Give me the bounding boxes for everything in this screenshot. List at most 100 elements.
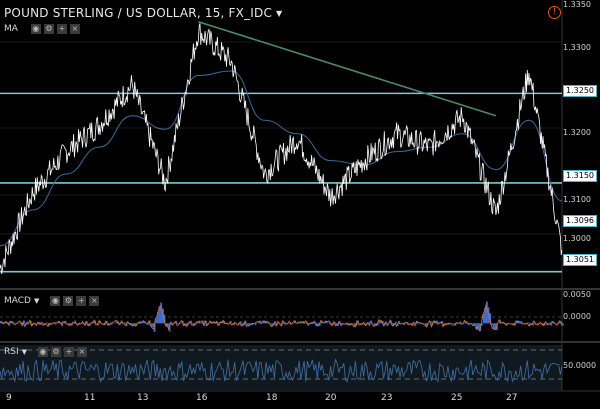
- macd-bar: [424, 323, 427, 326]
- time-axis-label[interactable]: 13: [137, 393, 149, 403]
- macd-bar: [482, 313, 485, 324]
- macd-bar: [385, 321, 387, 324]
- macd-bar: [155, 318, 158, 324]
- macd-bar: [43, 323, 45, 325]
- macd-bar: [317, 323, 320, 326]
- macd-bar: [150, 323, 153, 327]
- add-icon[interactable]: +: [56, 24, 67, 34]
- macd-bar: [527, 322, 530, 324]
- macd-bar: [256, 322, 258, 324]
- macd-bar: [464, 321, 467, 324]
- macd-bar: [241, 323, 244, 327]
- price-line[interactable]: [0, 23, 563, 274]
- macd-bar: [233, 323, 235, 326]
- macd-bar: [476, 323, 478, 330]
- warning-icon[interactable]: !: [548, 6, 561, 19]
- macd-bar: [143, 322, 146, 324]
- macd-bar: [251, 323, 253, 326]
- macd-axis-label[interactable]: 0.0000: [563, 312, 591, 321]
- time-axis-label[interactable]: 27: [506, 393, 518, 403]
- time-axis-label[interactable]: 23: [381, 393, 393, 403]
- macd-axis-label[interactable]: 0.0050: [563, 290, 591, 299]
- macd-bar: [447, 323, 450, 325]
- macd-bar: [120, 320, 123, 324]
- macd-bar: [358, 323, 361, 325]
- rsi-line[interactable]: [0, 358, 563, 383]
- symbol-title-text[interactable]: POUND STERLING / US DOLLAR, 15, FX_IDC: [4, 6, 273, 20]
- macd-bar: [514, 323, 516, 326]
- macd-bar: [130, 323, 133, 325]
- macd-bar: [86, 321, 88, 324]
- add-icon[interactable]: +: [64, 347, 75, 357]
- macd-bar: [76, 323, 78, 324]
- close-icon[interactable]: ×: [89, 296, 100, 306]
- macd-bar: [381, 320, 384, 324]
- time-axis-label[interactable]: 16: [196, 393, 208, 403]
- price-axis-label[interactable]: 1.3350: [563, 0, 591, 9]
- macd-bar: [6, 322, 9, 324]
- rsi-pane-bg[interactable]: [0, 345, 562, 390]
- time-axis-label[interactable]: 25: [451, 393, 463, 403]
- rsi-axis-label[interactable]: 50.0000: [563, 361, 597, 370]
- level-label-1-3051[interactable]: 1.3051: [563, 254, 597, 266]
- macd-bar: [452, 323, 455, 325]
- level-label-1-3150[interactable]: 1.3150: [563, 170, 597, 182]
- settings-icon[interactable]: ⚙: [63, 296, 74, 306]
- last-price-label[interactable]: 1.3096: [563, 215, 597, 227]
- eye-icon[interactable]: ◉: [38, 347, 49, 357]
- macd-bar: [87, 323, 90, 327]
- chevron-down-icon[interactable]: ▼: [33, 297, 40, 305]
- macd-bar: [128, 323, 131, 326]
- price-pane-bg[interactable]: [0, 0, 562, 288]
- chevron-down-icon[interactable]: ▼: [276, 9, 283, 18]
- macd-bar: [451, 323, 454, 324]
- macd-bar: [176, 323, 179, 325]
- rsi-label: RSI: [4, 347, 19, 357]
- chevron-down-icon[interactable]: ▼: [21, 348, 28, 356]
- macd-bar: [319, 323, 321, 326]
- ma-line[interactable]: [0, 70, 563, 247]
- time-axis-label[interactable]: 20: [325, 393, 337, 403]
- eye-icon[interactable]: ◉: [30, 24, 41, 34]
- close-icon[interactable]: ×: [77, 347, 88, 357]
- macd-bar: [124, 322, 126, 324]
- macd-bar: [560, 321, 563, 324]
- macd-bar: [160, 302, 163, 324]
- settings-icon[interactable]: ⚙: [51, 347, 62, 357]
- price-axis-label[interactable]: 1.3100: [563, 195, 591, 204]
- level-label-1-3250[interactable]: 1.3250: [563, 85, 597, 97]
- macd-bar: [520, 321, 523, 324]
- macd-bar: [147, 323, 149, 325]
- macd-bar: [532, 323, 534, 326]
- trendline[interactable]: [198, 20, 497, 117]
- symbol-title[interactable]: POUND STERLING / US DOLLAR, 15, FX_IDC ▼: [4, 6, 282, 20]
- macd-bar: [236, 322, 239, 324]
- price-axis-label[interactable]: 1.3200: [563, 128, 591, 137]
- price-axis-label[interactable]: 1.3300: [563, 43, 591, 52]
- macd-bar: [418, 322, 420, 324]
- macd-bar: [472, 323, 475, 326]
- macd-legend: MACD ▼ ◉ ⚙ + ×: [4, 296, 100, 306]
- price-axis-label[interactable]: 1.3000: [563, 234, 591, 243]
- macd-line[interactable]: [0, 303, 563, 332]
- macd-bar: [44, 323, 47, 325]
- close-icon[interactable]: ×: [69, 24, 80, 34]
- macd-bar: [494, 323, 496, 330]
- macd-bar: [398, 320, 401, 324]
- settings-icon[interactable]: ⚙: [43, 24, 54, 34]
- macd-bar: [191, 323, 194, 325]
- macd-bar: [375, 323, 377, 326]
- time-axis-label[interactable]: 18: [266, 393, 278, 403]
- time-axis-label[interactable]: 11: [84, 393, 96, 403]
- macd-bar: [530, 323, 533, 325]
- macd-bar: [190, 320, 192, 324]
- macd-bar: [395, 321, 397, 324]
- macd-bar: [84, 323, 87, 326]
- macd-bar: [107, 323, 110, 326]
- eye-icon[interactable]: ◉: [50, 296, 61, 306]
- time-axis-label[interactable]: 9: [6, 393, 12, 403]
- add-icon[interactable]: +: [76, 296, 87, 306]
- macd-bar: [262, 320, 265, 324]
